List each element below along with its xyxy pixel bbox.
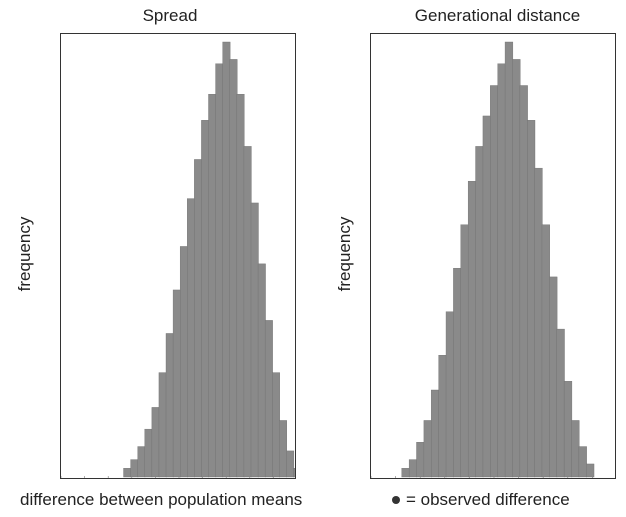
y-axis-label-generational-distance: frequency [335,216,354,292]
histogram-bar [243,146,252,478]
histogram-bar [541,224,550,478]
histogram-bar [144,428,153,478]
histogram-bar [165,333,174,478]
histogram-bar [416,442,425,478]
histogram-spread [61,41,295,478]
histogram-bar [264,320,273,478]
histogram-bar [497,63,506,478]
histogram-bar [208,94,217,478]
histogram-bar [431,389,440,478]
histogram-bar [130,459,139,478]
histogram-bar [512,59,521,478]
histogram-bar [438,355,447,478]
histogram-bar [534,167,543,478]
histogram-bar [236,94,245,478]
histogram-bar [527,120,536,478]
plot-area-spread [60,33,296,479]
histogram-bar [187,198,195,478]
legend: = observed difference [392,490,570,510]
histogram-bar [257,263,266,478]
histogram-bar [179,246,188,478]
histogram-bar [586,463,595,478]
histogram-bar [453,267,462,478]
histogram-bar [408,459,418,478]
y-axis-label-spread: frequency [15,216,34,292]
chart-title-generational-distance: Generational distance [414,6,581,25]
histogram-bar [279,420,287,478]
histogram-bar [563,381,573,478]
histogram-bar [475,146,484,478]
histogram-bar [229,59,238,478]
histogram-bar [215,63,224,478]
histogram-bar [460,224,469,478]
histogram-bar [293,468,295,478]
histogram-bar [556,328,565,478]
histogram-bar [571,420,580,478]
histogram-bar [549,276,558,478]
histogram-bar [158,372,167,478]
histogram-bar [504,41,514,478]
histogram-bar [445,311,455,478]
histogram-bar [123,468,132,478]
histogram-bar [286,450,295,478]
histogram-bar [578,446,587,478]
histogram-bar [401,468,410,478]
histogram-bar [172,289,181,478]
histogram-bar [222,41,231,478]
histogram-bar [151,407,160,478]
histogram-bar [272,372,280,478]
histogram-bar [194,159,203,478]
histogram-bar [250,202,259,478]
histogram-bar [137,446,146,478]
histogram-bar [423,420,432,478]
legend-label: = observed difference [406,490,570,509]
histogram-bar [519,85,528,478]
observed-marker-legend-icon [392,496,400,504]
histogram-bar [201,120,210,478]
histogram-bar [490,85,499,478]
histogram-bar [482,115,491,478]
x-axis-label: difference between population means [20,490,303,509]
chart-title-spread: Spread [142,6,198,25]
plot-area-generational-distance [370,33,616,479]
histogram-generational-distance [371,41,595,478]
histogram-bar [467,180,477,478]
